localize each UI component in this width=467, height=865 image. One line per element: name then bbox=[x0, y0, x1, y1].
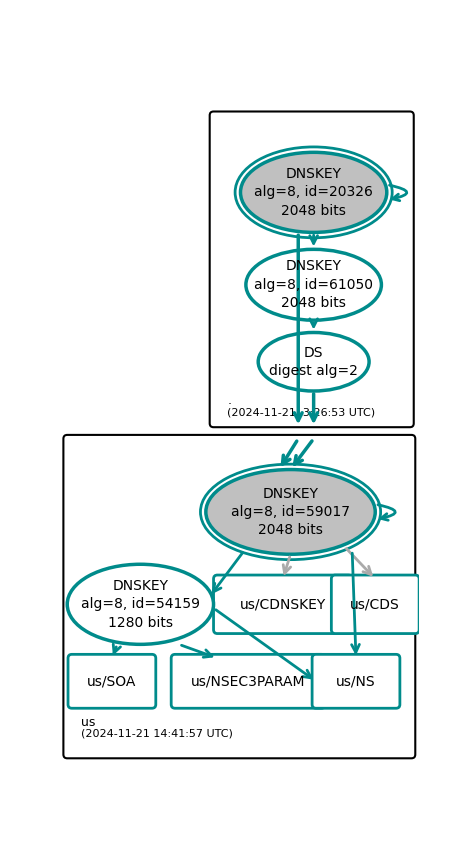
Text: DNSKEY
alg=8, id=20326
2048 bits: DNSKEY alg=8, id=20326 2048 bits bbox=[254, 167, 373, 218]
Text: us/CDS: us/CDS bbox=[350, 598, 400, 612]
Text: DNSKEY
alg=8, id=54159
1280 bits: DNSKEY alg=8, id=54159 1280 bits bbox=[81, 579, 200, 630]
Ellipse shape bbox=[241, 152, 387, 233]
Text: (2024-11-21 14:41:57 UTC): (2024-11-21 14:41:57 UTC) bbox=[81, 728, 233, 739]
Ellipse shape bbox=[246, 249, 382, 320]
FancyBboxPatch shape bbox=[312, 654, 400, 708]
Text: us/CDNSKEY: us/CDNSKEY bbox=[240, 598, 326, 612]
Text: .: . bbox=[227, 394, 232, 407]
Text: us: us bbox=[81, 716, 95, 729]
Text: us/NS: us/NS bbox=[336, 675, 376, 689]
FancyBboxPatch shape bbox=[171, 654, 325, 708]
FancyBboxPatch shape bbox=[210, 112, 414, 427]
Ellipse shape bbox=[206, 470, 375, 554]
FancyBboxPatch shape bbox=[68, 654, 156, 708]
Text: DNSKEY
alg=8, id=59017
2048 bits: DNSKEY alg=8, id=59017 2048 bits bbox=[231, 486, 350, 537]
Text: DNSKEY
alg=8, id=61050
2048 bits: DNSKEY alg=8, id=61050 2048 bits bbox=[254, 260, 373, 311]
FancyArrowPatch shape bbox=[389, 185, 407, 201]
FancyBboxPatch shape bbox=[332, 575, 419, 633]
Text: us/SOA: us/SOA bbox=[87, 675, 136, 689]
Ellipse shape bbox=[258, 332, 369, 391]
FancyBboxPatch shape bbox=[64, 435, 415, 759]
Text: DS
digest alg=2: DS digest alg=2 bbox=[269, 345, 358, 378]
FancyArrowPatch shape bbox=[378, 505, 395, 520]
FancyBboxPatch shape bbox=[213, 575, 352, 633]
Ellipse shape bbox=[67, 564, 213, 644]
Text: (2024-11-21  3:26:53 UTC): (2024-11-21 3:26:53 UTC) bbox=[227, 407, 375, 418]
Text: us/NSEC3PARAM: us/NSEC3PARAM bbox=[191, 675, 305, 689]
